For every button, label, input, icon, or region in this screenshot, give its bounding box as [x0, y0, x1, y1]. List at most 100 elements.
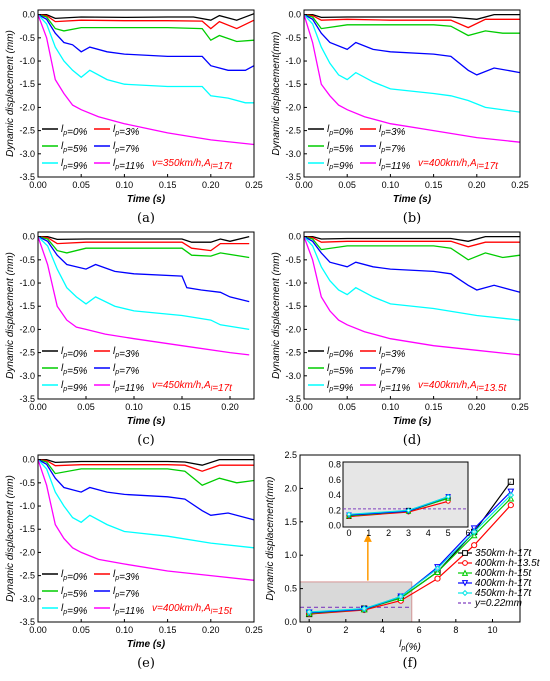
y-tick-label: -1.5	[285, 79, 301, 89]
x-tick-label: 0.20	[202, 180, 220, 190]
series-point	[471, 542, 478, 549]
legend-marker	[461, 569, 469, 576]
y-tick-label: -3.5	[19, 394, 35, 404]
series-line-lp-5pct	[303, 235, 521, 261]
series-point	[305, 608, 313, 616]
y-tick-label: 1.0	[284, 550, 297, 560]
series-line-lp-11pct	[37, 14, 255, 146]
series-line-lp-5pct	[37, 13, 255, 43]
y-tick-label: -3.0	[19, 371, 35, 381]
y-tick-label: -1.0	[285, 56, 301, 66]
inset-x-tick-label: 0	[346, 528, 351, 538]
y-tick-label: -3.0	[19, 594, 35, 604]
legend-label: lp=3%	[379, 124, 406, 138]
condition-annotation: v=450km/h,Al=17t	[152, 380, 233, 394]
legend-label: lp=5%	[61, 363, 88, 377]
series-line-lp-7pct	[303, 236, 521, 293]
y-tick-label: 0.0	[284, 617, 297, 627]
condition-annotation: v=400km/h,Al=15t	[152, 603, 233, 617]
zoom-arrow-head	[363, 533, 372, 542]
series-point	[360, 605, 368, 612]
x-tick-label: 0.05	[338, 402, 356, 412]
y-tick-label: -1.5	[285, 301, 301, 311]
y-tick-label: 0.0	[22, 10, 35, 20]
series-line-lp-5pct	[37, 235, 250, 259]
legend-label: lp=7%	[379, 363, 406, 377]
x-tick-label: 0.05	[338, 180, 356, 190]
series-point	[470, 528, 478, 536]
series-point	[507, 494, 515, 502]
inset-chart: 0 1 2 3 4 5 6 0.0 0.2 0.4 0.6 0.8	[328, 460, 470, 538]
y-tick-label: -0.5	[285, 255, 301, 265]
legend-marker	[462, 560, 468, 566]
x-tick-label: 0.00	[295, 402, 313, 412]
x-tick-label: 0.25	[511, 402, 529, 412]
condition-annotation: v=400km/h,Al=17t	[418, 158, 499, 172]
legend-label: 350km·h-17t	[475, 548, 532, 559]
inset-x-tick-label: 4	[426, 528, 431, 538]
x-tick-label: 0.10	[116, 625, 134, 635]
legend-label: lp=7%	[379, 141, 406, 155]
legend-label: lp=3%	[113, 569, 140, 583]
x-tick-label: 0.10	[116, 180, 134, 190]
x-tick-label: 0.05	[72, 625, 90, 635]
legend-label: lp=9%	[327, 158, 354, 172]
series-line-lp-0pct	[38, 458, 254, 466]
legend-label: lp=5%	[61, 141, 88, 155]
series-line-lp-3pct	[303, 13, 520, 29]
x-tick-label: 0.15	[425, 180, 443, 190]
x-tick-label: 0.00	[295, 180, 313, 190]
plot-frame	[37, 9, 255, 178]
series-line-lp-7pct	[303, 14, 521, 76]
series-line-lp-9pct	[37, 459, 255, 549]
y-tick-label: -1.0	[285, 278, 301, 288]
y-axis-label: Dynamic displacement (mm)	[5, 252, 16, 379]
y-tick-label: 0.0	[22, 232, 35, 242]
y-tick-label: 2.5	[284, 450, 297, 460]
y-tick-label: -0.5	[19, 33, 35, 43]
panel-d: 0.00 0.05 0.10 0.15 0.20 0.25 0.0 -0.5 -1.0 -1.5 -…	[271, 231, 529, 448]
y-tick-label: -0.5	[19, 478, 35, 488]
x-tick-label: 8	[453, 625, 458, 635]
x-tick-label: 0.10	[125, 402, 143, 412]
x-tick-label: 0.20	[468, 180, 486, 190]
inset-point	[346, 511, 352, 517]
x-tick-label: 0.15	[173, 402, 191, 412]
inset-x-tick-label: 6	[465, 528, 470, 538]
x-tick-label: 4	[380, 625, 385, 635]
plot-frame	[37, 454, 255, 623]
plot-frame	[37, 231, 255, 400]
inset-y-tick-label: 0.4	[328, 490, 341, 500]
series-point	[434, 565, 441, 572]
y-tick-label: -3.5	[19, 617, 35, 627]
x-tick-label: 0.20	[221, 402, 239, 412]
legend-label: lp=11%	[113, 380, 144, 394]
legend-label: lp=3%	[113, 346, 140, 360]
series-point	[434, 568, 441, 575]
inset-y-tick-label: 0.2	[328, 505, 341, 515]
x-tick-label: 0.00	[29, 180, 47, 190]
legend-label: lp=0%	[61, 569, 88, 583]
panel-caption: (a)	[137, 211, 155, 226]
y-tick-label: -2.5	[19, 126, 35, 136]
y-tick-label: -2.5	[19, 348, 35, 358]
inset-y-tick-label: 0.0	[328, 521, 341, 531]
legend-label: lp=9%	[61, 380, 88, 394]
series-line-lp-5pct	[303, 13, 520, 37]
x-tick-label: 0.15	[425, 402, 443, 412]
x-tick-label: 0.10	[382, 402, 400, 412]
x-tick-label: 0.05	[72, 180, 90, 190]
x-axis-label: Time (s)	[127, 639, 166, 650]
y-tick-label: 0.0	[288, 232, 301, 242]
condition-annotation: v=350km/h,Al=17t	[152, 158, 233, 172]
legend-label: y=0.22mm	[474, 598, 522, 609]
series-line-lp-7pct	[37, 14, 255, 71]
x-tick-label: 0.00	[29, 402, 47, 412]
y-tick-label: 0.5	[284, 584, 297, 594]
series-line-lp-0pct	[304, 13, 520, 20]
y-tick-label: -0.5	[19, 255, 35, 265]
y-tick-label: -3.5	[285, 172, 301, 182]
series-line-lp-9pct	[303, 14, 521, 113]
y-tick-label: -2.5	[285, 126, 301, 136]
